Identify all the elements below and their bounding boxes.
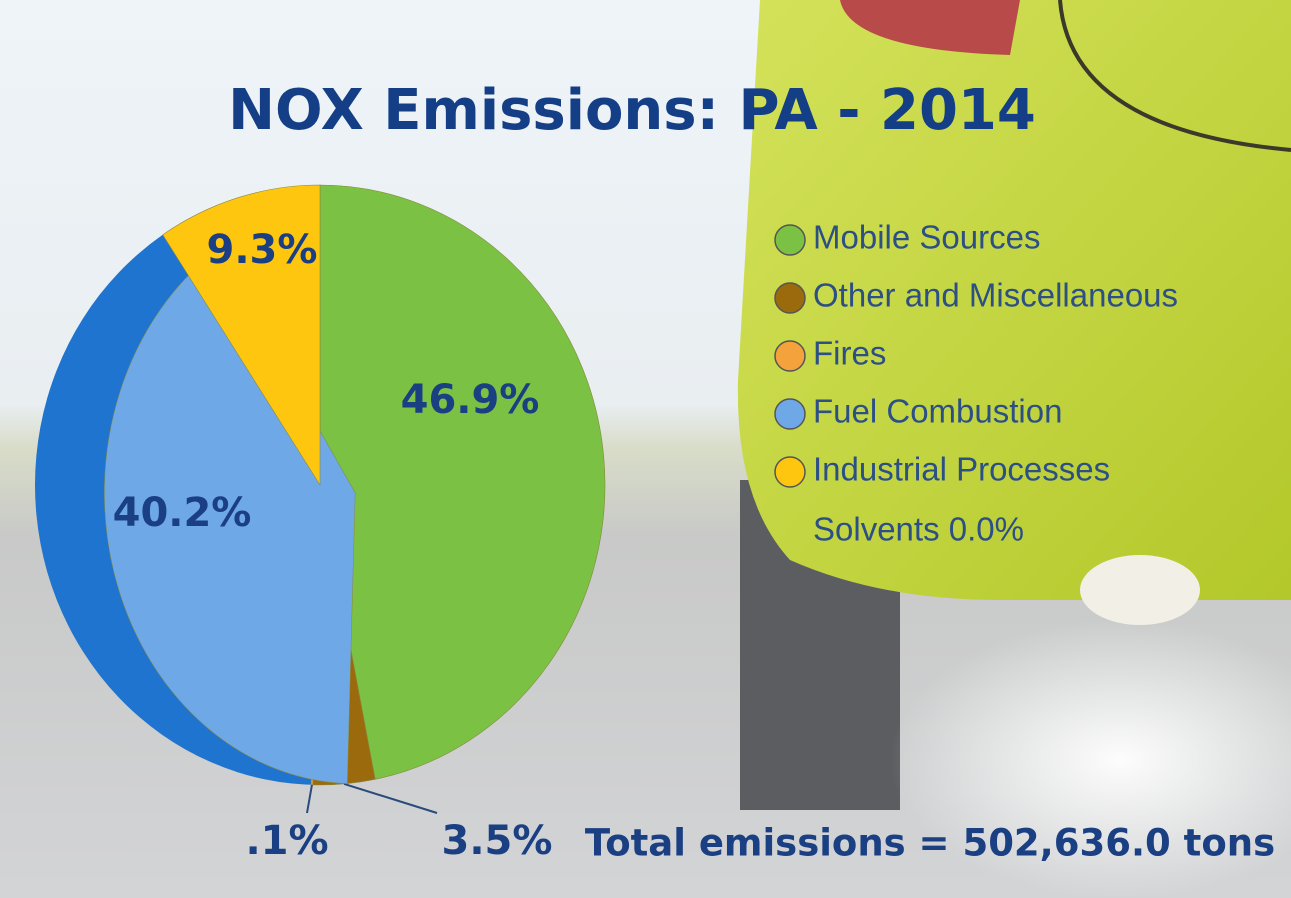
data-label: 3.5% [442, 818, 553, 864]
legend-label: Fuel Combustion [813, 393, 1062, 430]
legend-label: Mobile Sources [813, 219, 1040, 256]
data-label: 9.3% [207, 227, 318, 273]
pie [35, 184, 606, 814]
car-illustration [737, 0, 1291, 898]
leader-line [306, 784, 313, 814]
leader-line [343, 782, 438, 814]
data-label: 46.9% [401, 377, 540, 423]
legend-label: Industrial Processes [813, 451, 1110, 488]
legend-marker [774, 456, 806, 488]
legend-marker [774, 224, 806, 256]
legend-label: Other and Miscellaneous [813, 277, 1178, 314]
data-label: 40.2% [113, 490, 252, 536]
pie-slice [319, 184, 606, 780]
legend-note: Solvents 0.0% [813, 511, 1024, 548]
pie-slice [162, 184, 321, 487]
data-label: .1% [245, 818, 328, 864]
legend-label: Fires [813, 335, 886, 372]
legend-marker [774, 282, 806, 314]
footnote: Total emissions = 502,636.0 tons [585, 822, 1275, 865]
legend-marker [774, 398, 806, 430]
legend-marker [774, 340, 806, 372]
chart-title: NOX Emissions: PA - 2014 [228, 78, 1036, 143]
